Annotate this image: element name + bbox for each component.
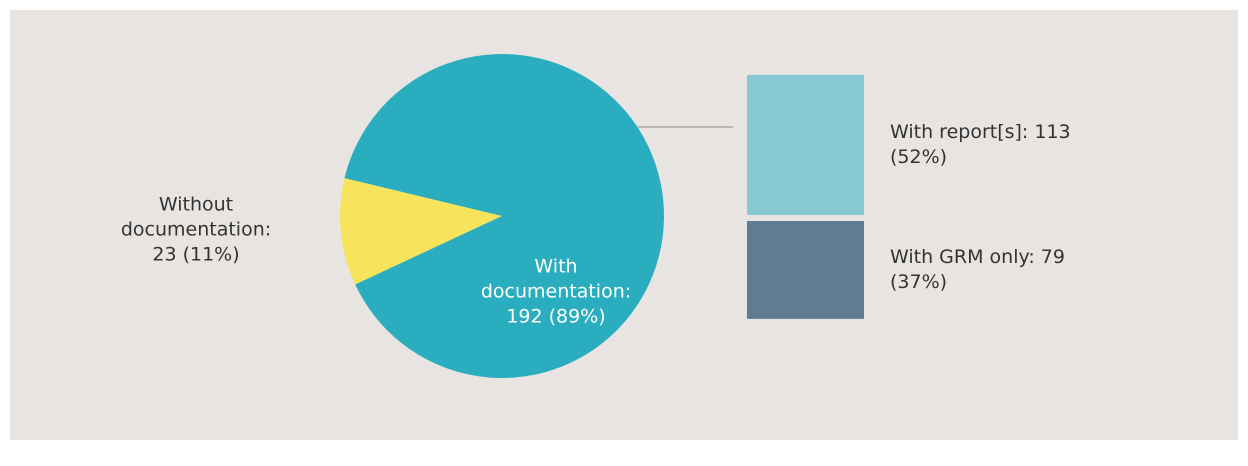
breakdown-bar bbox=[747, 75, 864, 215]
breakdown-label: With report[s]: 113 (52%) bbox=[890, 121, 1071, 168]
slice-label: Without documentation: 23 (11%) bbox=[120, 193, 272, 266]
breakdown-label: With GRM only: 79 (37%) bbox=[890, 245, 1065, 293]
pie-slice bbox=[344, 54, 664, 379]
pie-slice bbox=[340, 178, 502, 285]
breakdown-bar bbox=[747, 221, 864, 319]
slice-label: With documentation: 192 (89%) bbox=[480, 255, 632, 328]
